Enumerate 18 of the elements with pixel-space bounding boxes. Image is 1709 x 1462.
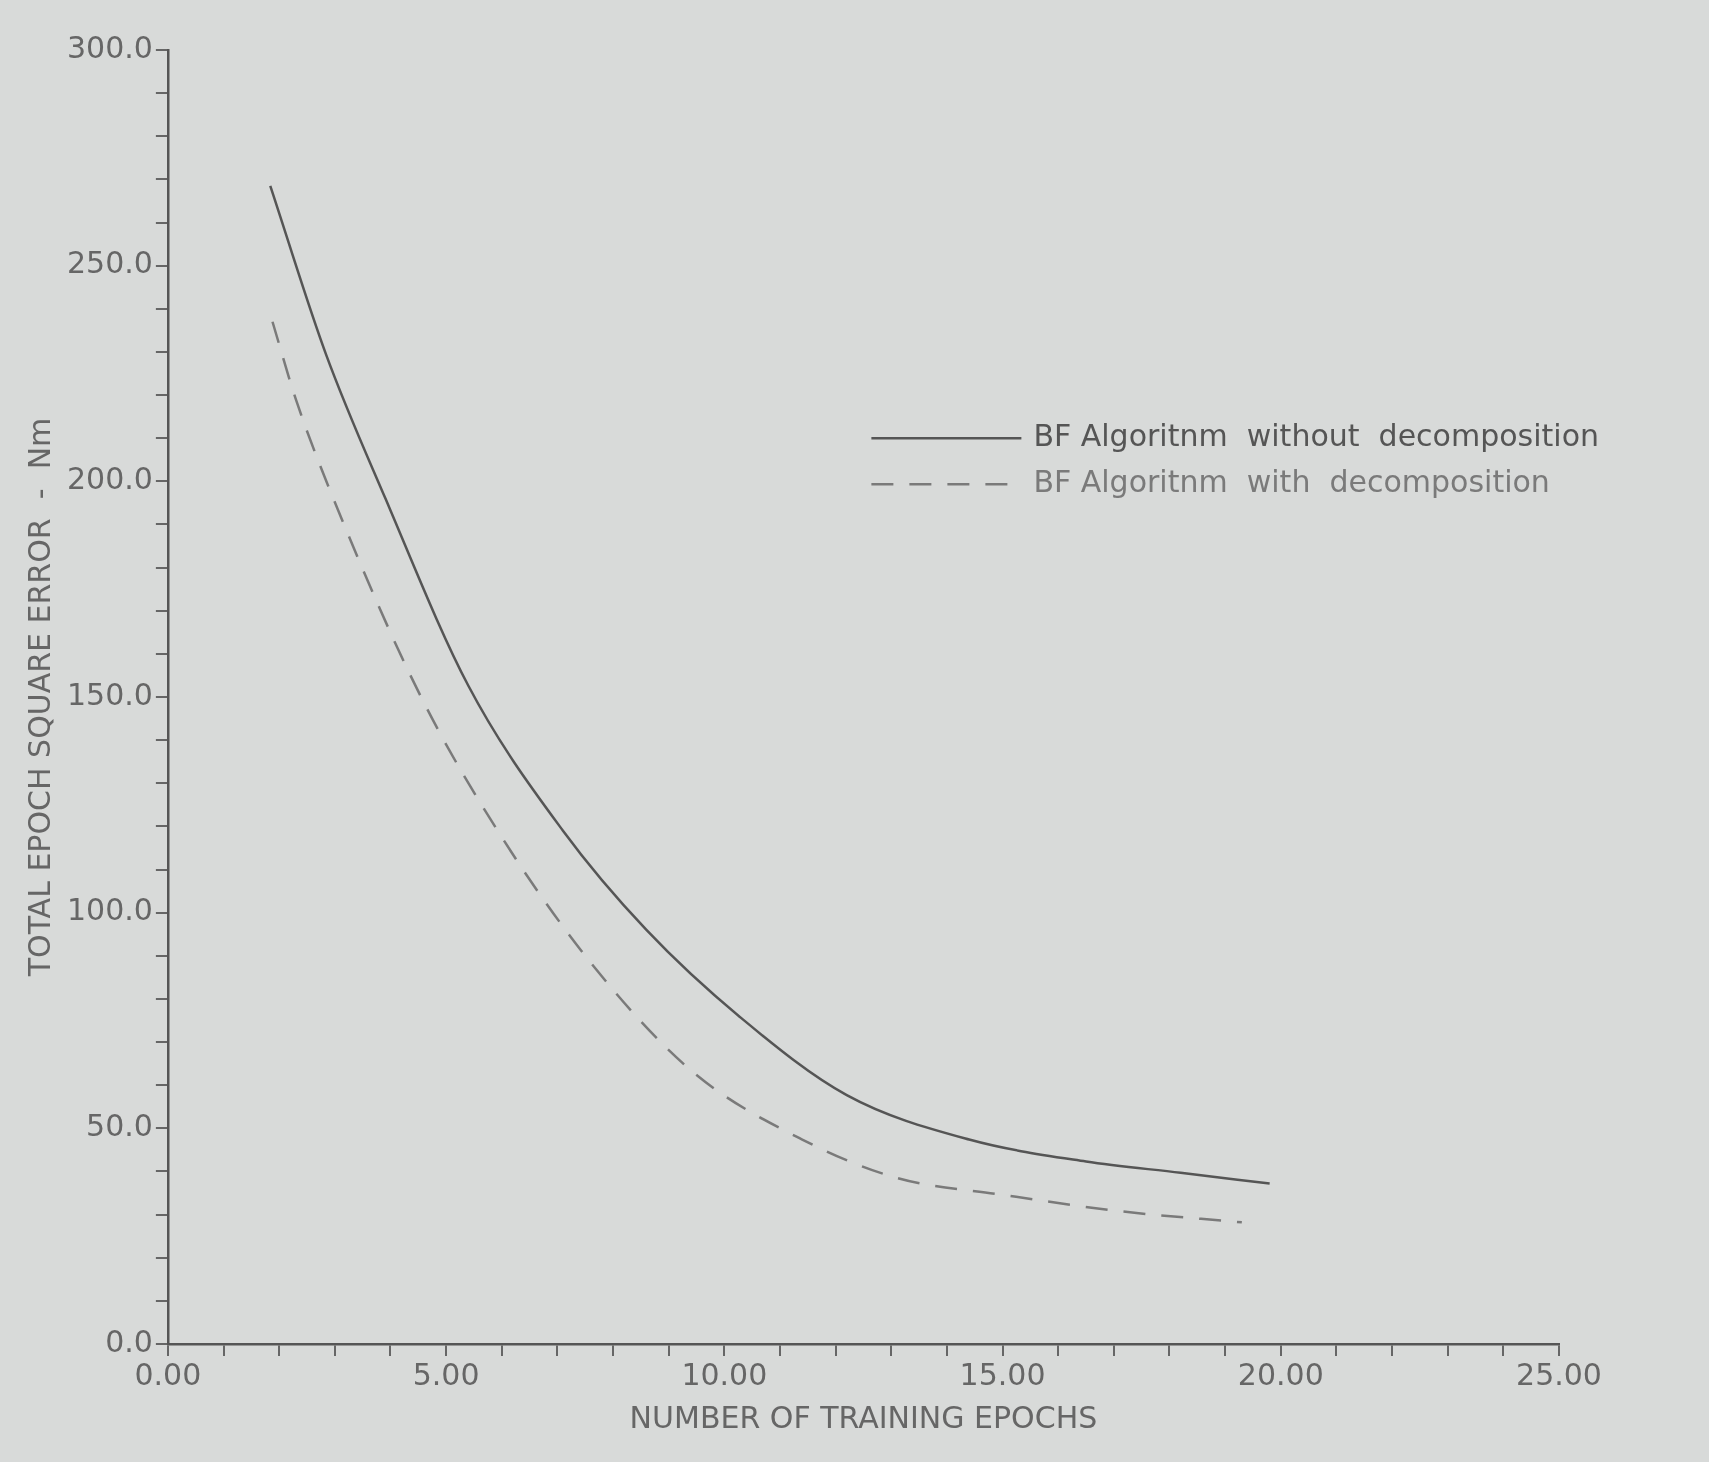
line-series (271, 320, 1244, 1224)
legend-label: BF Algoritnm without decomposition (1033, 418, 1599, 453)
legend-label: BF Algoritnm with decomposition (1033, 464, 1550, 499)
y-axis-title: TOTAL EPOCH SQUARE ERROR - Nm (21, 417, 57, 978)
y-tick-label: 200.0 (66, 461, 153, 497)
x-tick-label: 25.00 (1516, 1356, 1602, 1392)
x-tick-label: 20.00 (1237, 1356, 1324, 1392)
x-tick-label: 10.00 (681, 1356, 768, 1392)
y-tick-label: 0.0 (105, 1323, 153, 1359)
x-tick-label: 0.00 (134, 1356, 202, 1392)
x-tick-label: 5.00 (412, 1356, 480, 1392)
x-tick-label: 15.00 (959, 1356, 1046, 1392)
y-tick-label: 300.0 (66, 29, 153, 65)
y-tick-label: 250.0 (66, 245, 153, 281)
y-tick-label: 150.0 (66, 676, 153, 712)
y-tick-label: 100.0 (66, 892, 153, 928)
x-axis-title: NUMBER OF TRAINING EPOCHS (629, 1399, 1098, 1435)
y-tick-label: 50.0 (86, 1108, 153, 1144)
